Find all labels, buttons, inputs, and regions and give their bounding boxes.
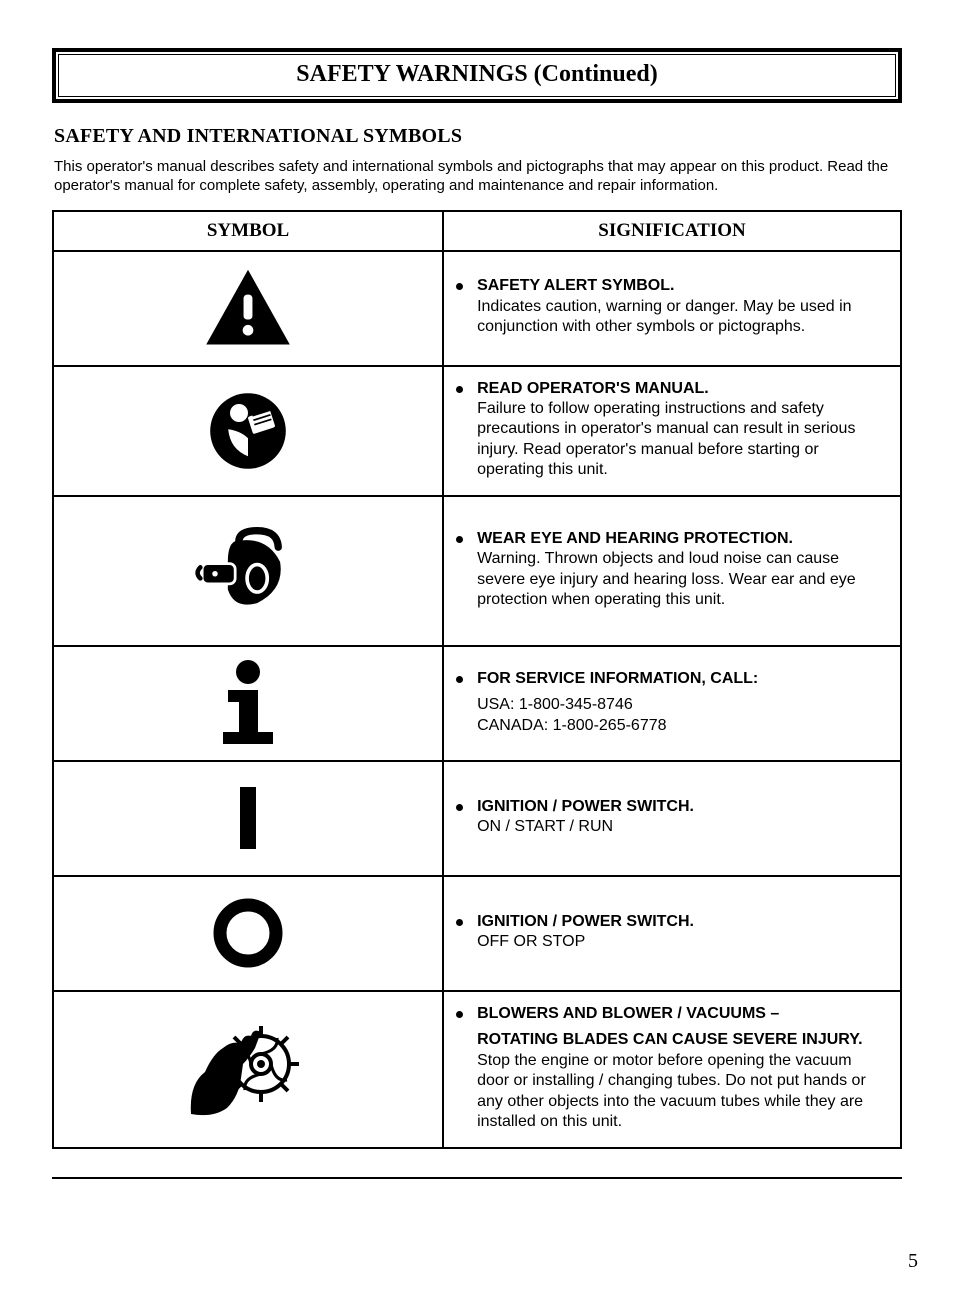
rotating-blades-icon: [183, 1014, 313, 1124]
bullet-icon: [456, 676, 463, 683]
table-row: READ OPERATOR'S MANUAL. Failure to follo…: [53, 366, 901, 496]
sig-title: READ OPERATOR'S MANUAL.: [477, 380, 709, 397]
section-heading: SAFETY AND INTERNATIONAL SYMBOLS: [54, 125, 902, 148]
table-row: IGNITION / POWER SWITCH. OFF OR STOP: [53, 876, 901, 991]
sig-title2: ROTATING BLADES CAN CAUSE SEVERE INJURY.: [477, 1030, 882, 1050]
bullet-icon: [456, 283, 463, 290]
sig-title: BLOWERS AND BLOWER / VACUUMS –: [477, 1005, 779, 1022]
info-icon: [213, 658, 283, 748]
sig-title: SAFETY ALERT SYMBOL.: [477, 277, 674, 294]
intro-paragraph: This operator's manual describes safety …: [54, 158, 902, 196]
read-manual-icon: [203, 386, 293, 476]
eye-ear-protection-icon: [193, 521, 303, 621]
bullet-icon: [456, 536, 463, 543]
table-row: BLOWERS AND BLOWER / VACUUMS – ROTATING …: [53, 991, 901, 1148]
table-row: FOR SERVICE INFORMATION, CALL: USA: 1-80…: [53, 646, 901, 761]
sig-body: USA: 1-800-345-8746 CANADA: 1-800-265-67…: [477, 695, 882, 736]
symbols-table: SYMBOL SIGNIFICATION: [52, 210, 902, 1149]
sig-body: OFF OR STOP: [477, 932, 882, 952]
table-row: WEAR EYE AND HEARING PROTECTION. Warning…: [53, 496, 901, 646]
sig-title: IGNITION / POWER SWITCH.: [477, 798, 694, 815]
col-header-symbol: SYMBOL: [53, 211, 443, 251]
table-row: IGNITION / POWER SWITCH. ON / START / RU…: [53, 761, 901, 876]
col-header-signification: SIGNIFICATION: [443, 211, 901, 251]
sig-body: Indicates caution, warning or danger. Ma…: [477, 297, 882, 338]
sig-title: FOR SERVICE INFORMATION, CALL:: [477, 670, 758, 687]
sig-body: Stop the engine or motor before opening …: [477, 1051, 882, 1133]
sig-title: WEAR EYE AND HEARING PROTECTION.: [477, 530, 793, 547]
sig-body: Warning. Thrown objects and loud noise c…: [477, 549, 882, 610]
switch-on-icon: [228, 783, 268, 853]
sig-body: ON / START / RUN: [477, 817, 882, 837]
table-row: SAFETY ALERT SYMBOL. Indicates caution, …: [53, 251, 901, 366]
bullet-icon: [456, 1011, 463, 1018]
bullet-icon: [456, 919, 463, 926]
switch-off-icon: [213, 898, 283, 968]
footer-rule: [52, 1177, 902, 1179]
sig-body: Failure to follow operating instructions…: [477, 399, 882, 481]
safety-alert-icon: [203, 268, 293, 348]
title-box: SAFETY WARNINGS (Continued): [52, 48, 902, 103]
sig-title: IGNITION / POWER SWITCH.: [477, 913, 694, 930]
bullet-icon: [456, 804, 463, 811]
page-title: SAFETY WARNINGS (Continued): [58, 54, 896, 97]
bullet-icon: [456, 386, 463, 393]
page-number: 5: [908, 1250, 918, 1273]
